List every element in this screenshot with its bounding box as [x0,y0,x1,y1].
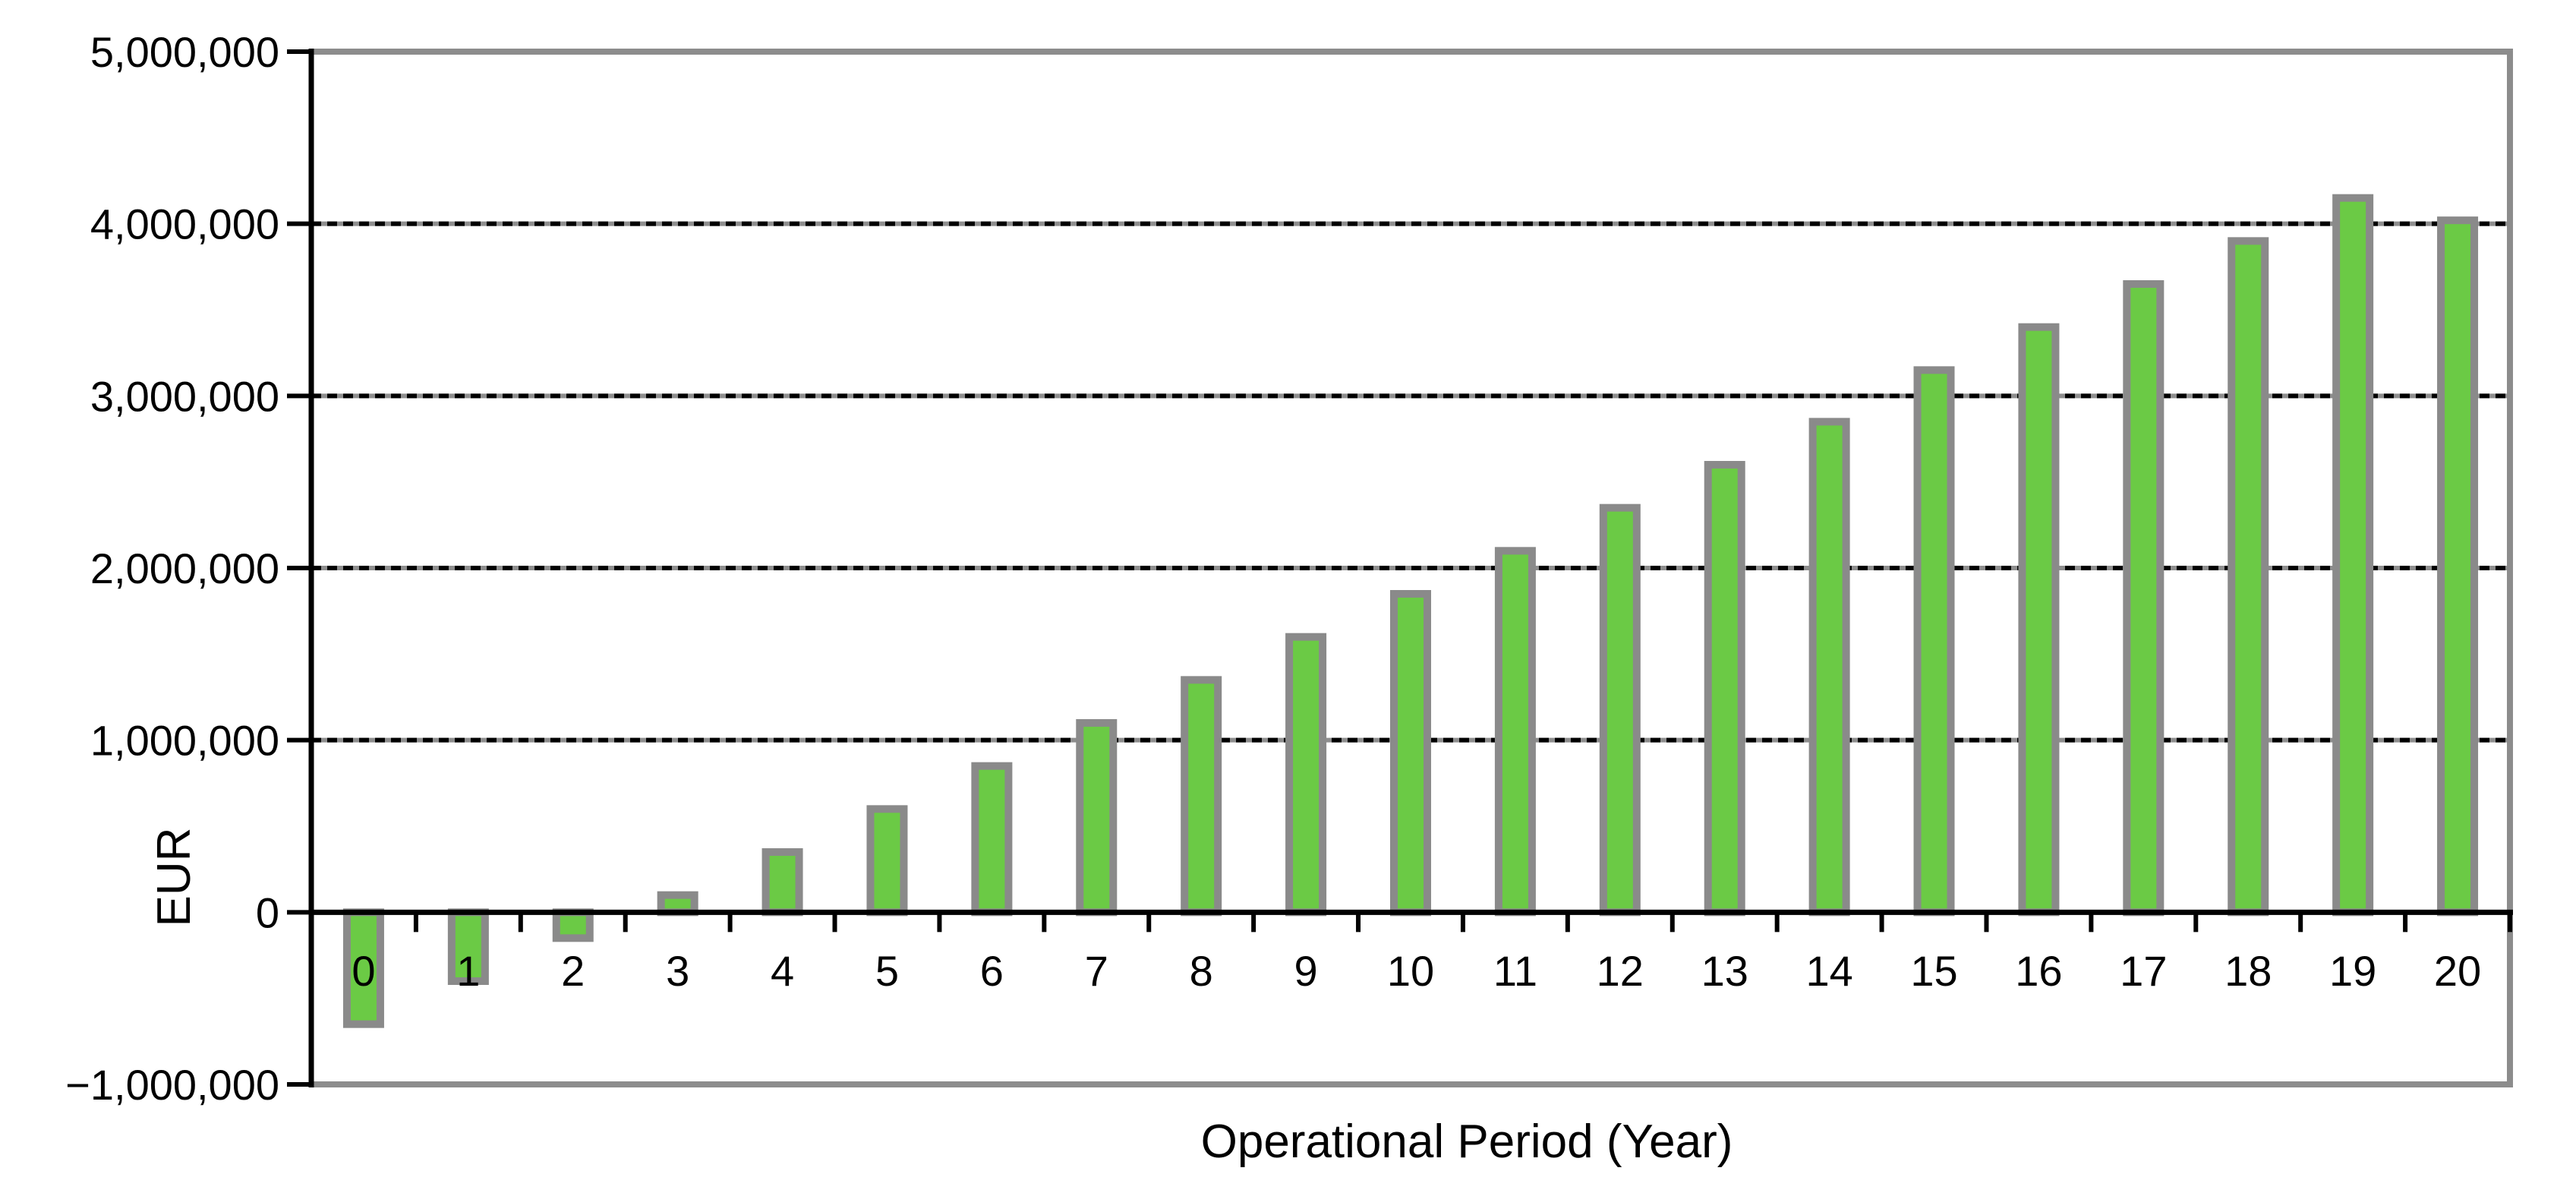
x-tick-label: 15 [1910,947,1957,995]
x-tick-label: 8 [1190,947,1213,995]
x-tick-label: 10 [1387,947,1434,995]
bar [1181,676,1222,917]
bar [2437,216,2479,917]
x-tick-label: 1 [456,947,480,995]
x-tick-label: 11 [1493,947,1537,995]
y-tick-label: 1,000,000 [90,717,279,765]
x-tick-label: 7 [1085,947,1108,995]
bar [1599,503,1641,917]
x-tick-label: 19 [2329,947,2376,995]
x-tick-label: 0 [352,947,375,995]
bar [761,848,803,917]
bar [1285,633,1327,917]
bar [1076,719,1118,917]
bar [342,908,384,1028]
x-axis-title: Operational Period (Year) [1201,1116,1733,1168]
bar [1494,547,1536,917]
bar [1808,418,1850,917]
x-tick-label: 18 [2224,947,2272,995]
x-tick-label: 13 [1701,947,1748,995]
x-tick-label: 20 [2434,947,2481,995]
x-tick-label: 17 [2120,947,2167,995]
x-tick-label: 9 [1294,947,1318,995]
y-tick-label: 5,000,000 [90,28,279,76]
y-tick-label: 4,000,000 [90,200,279,248]
x-tick-label: 6 [980,947,1004,995]
bar [1913,366,1955,917]
bar [1390,590,1431,917]
bar [552,908,594,942]
y-tick-label: 3,000,000 [90,372,279,420]
bar [1704,461,1745,917]
x-tick-label: 4 [771,947,794,995]
bar [2332,194,2374,917]
bar [866,805,908,917]
y-tick-label: 2,000,000 [90,544,279,592]
bar [2018,323,2060,917]
x-tick-label: 16 [2015,947,2062,995]
x-tick-label: 12 [1597,947,1644,995]
y-axis-title: EUR [148,828,200,927]
x-tick-label: 2 [561,947,585,995]
bar [2123,280,2165,917]
x-tick-label: 5 [875,947,899,995]
x-tick-label: 14 [1805,947,1852,995]
bar [971,762,1013,917]
x-tick-label: 3 [666,947,689,995]
y-tick-label: 0 [256,888,279,936]
bar [2228,237,2269,917]
y-tick-label: −1,000,000 [65,1061,279,1109]
